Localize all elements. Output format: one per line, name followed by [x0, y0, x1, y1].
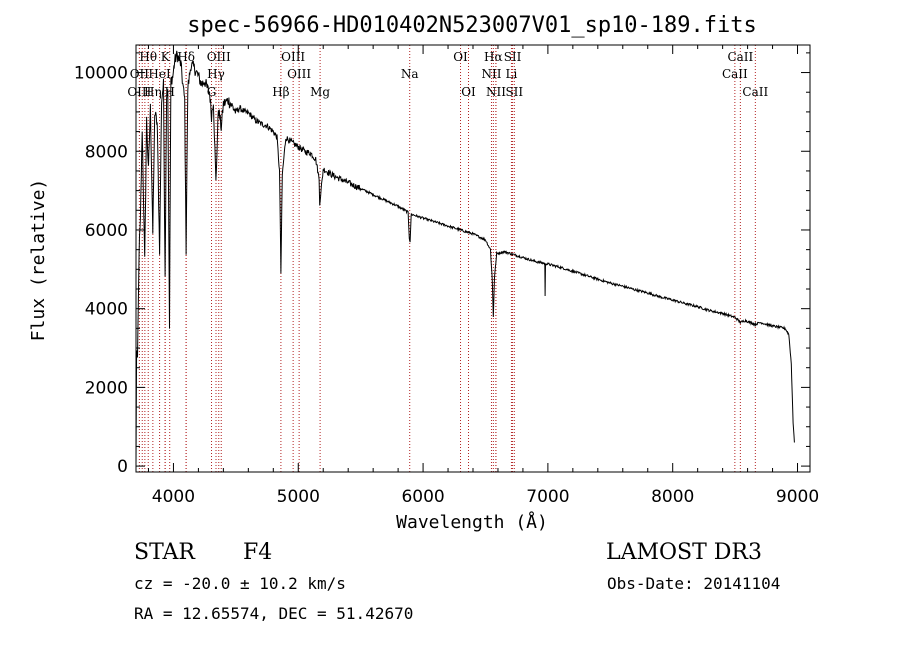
line-marker-label: G — [207, 85, 217, 99]
line-marker-label: OI — [461, 85, 476, 99]
y-tick-label: 8000 — [85, 142, 128, 162]
object-type: STAR — [134, 540, 196, 565]
line-marker-label: OIII — [207, 50, 231, 64]
x-tick-label: 7000 — [526, 487, 569, 507]
line-marker-label: Hγ — [207, 67, 225, 81]
line-marker-label: H — [164, 85, 174, 99]
y-tick-label: 10000 — [74, 64, 128, 84]
x-tick-label: 8000 — [651, 487, 694, 507]
line-marker-label: Hδ — [177, 50, 195, 64]
line-marker-label: Hα — [484, 50, 503, 64]
line-marker-label: K — [161, 50, 171, 64]
sky-coordinates: RA = 12.65574, DEC = 51.42670 — [134, 604, 413, 623]
x-tick-label: 4000 — [152, 487, 195, 507]
survey-name: LAMOST DR3 — [606, 540, 762, 565]
y-tick-label: 2000 — [85, 378, 128, 398]
line-marker-label: CaII — [742, 85, 768, 99]
redshift-velocity: cz = -20.0 ± 10.2 km/s — [134, 574, 346, 593]
line-marker-label: CaII — [727, 50, 753, 64]
line-marker-label: NII — [481, 67, 501, 81]
spectral-subclass: F4 — [243, 540, 272, 565]
y-axis-label: Flux (relative) — [28, 179, 49, 342]
line-marker-label: Hη — [144, 85, 162, 99]
chart-title: spec-56966-HD010402N523007V01_sp10-189.f… — [187, 13, 757, 38]
x-tick-label: 6000 — [401, 487, 444, 507]
line-marker-label: NII — [486, 85, 506, 99]
observation-date: Obs-Date: 20141104 — [607, 574, 780, 593]
y-axis-ticks: 0 2000 4000 6000 8000 10000 — [74, 52, 810, 477]
line-marker-label: OIII — [281, 50, 305, 64]
x-axis-label: Wavelength (Å) — [396, 511, 548, 533]
line-marker-label: Hβ — [272, 85, 289, 99]
spectrum-line — [135, 50, 795, 465]
x-tick-label: 9000 — [776, 487, 819, 507]
line-marker-label: Mg — [310, 85, 330, 99]
line-marker-label: CaII — [722, 67, 748, 81]
y-tick-label: 6000 — [85, 221, 128, 241]
x-axis-ticks: 4000 5000 6000 7000 8000 9000 — [147, 45, 819, 507]
line-marker-label: Li — [506, 67, 518, 81]
x-tick-label: 5000 — [277, 487, 320, 507]
line-marker-label: OII — [130, 67, 150, 81]
line-marker-label: OIII — [287, 67, 311, 81]
y-tick-label: 4000 — [85, 300, 128, 320]
line-marker-label: Na — [401, 67, 419, 81]
line-marker-label: HeI — [148, 67, 171, 81]
y-tick-label: 0 — [117, 457, 128, 477]
line-marker-label: SII — [504, 50, 522, 64]
line-marker-label: Hθ — [139, 50, 157, 64]
line-marker-label: OI — [453, 50, 468, 64]
line-marker-label: SII — [505, 85, 523, 99]
